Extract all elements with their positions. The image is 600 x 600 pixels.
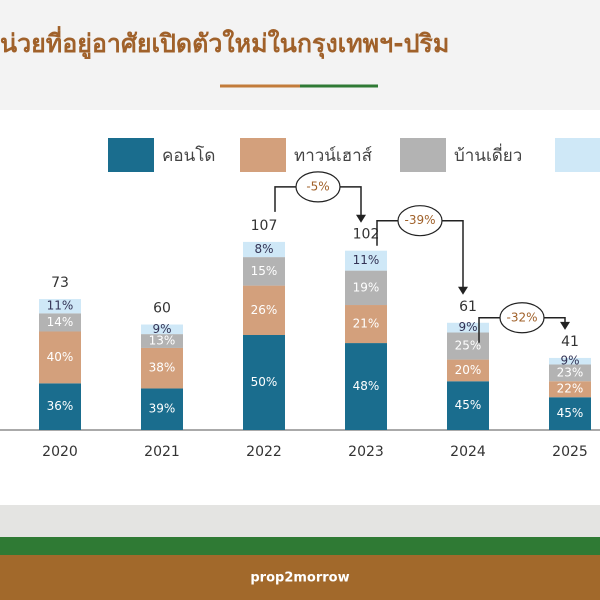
arrow-head [560, 321, 570, 330]
segment-label: 9% [152, 322, 171, 336]
bar-segment [345, 343, 387, 430]
footer-logo: prop2morrow [250, 571, 349, 586]
bar-segment [549, 357, 591, 365]
segment-label: 48% [353, 379, 380, 393]
change-bubble [499, 302, 545, 334]
x-tick-label: 2021 [144, 444, 180, 460]
segment-label: 9% [458, 320, 477, 334]
legend-label: คอนโด [162, 145, 215, 166]
chart-title: น่วยที่อยู่อาศัยเปิดตัวใหม่ในกรุงเทพฯ-ปร… [0, 26, 449, 60]
bar-segment [141, 334, 183, 348]
change-bubble [397, 205, 443, 237]
bar-segment [141, 388, 183, 430]
change-label: -5% [306, 179, 329, 193]
segment-label: 23% [557, 365, 584, 379]
change-label: -32% [506, 310, 537, 324]
bar-segment [39, 331, 81, 384]
segment-label: 8% [254, 242, 273, 256]
segment-label: 19% [353, 280, 380, 294]
green-band [0, 537, 600, 555]
total-label: 61 [459, 299, 477, 315]
legend-swatch [108, 138, 154, 172]
bar-segment [39, 299, 81, 314]
bar-segment [549, 397, 591, 430]
segment-label: 21% [353, 317, 380, 331]
segment-label: 9% [560, 354, 579, 368]
total-label: 102 [353, 227, 380, 243]
legend-label: บ้านเดี่ยว [454, 143, 522, 166]
segment-label: 45% [455, 398, 482, 412]
segment-label: 14% [47, 315, 74, 329]
bar-segment [549, 381, 591, 398]
arrow-head [458, 286, 468, 295]
bar-segment [141, 324, 183, 335]
legend-swatch [240, 138, 286, 172]
arrow-head [356, 214, 366, 223]
segment-label: 40% [47, 350, 74, 364]
bar-segment [447, 381, 489, 430]
segment-label: 11% [353, 253, 380, 267]
total-label: 107 [251, 218, 278, 234]
segment-label: 25% [455, 339, 482, 353]
segment-label: 15% [251, 264, 278, 278]
header-bg [0, 0, 600, 110]
segment-label: 39% [149, 402, 176, 416]
x-tick-label: 2022 [246, 444, 282, 460]
brown-band [0, 555, 600, 600]
bar-segment [141, 347, 183, 389]
bar-segment [345, 250, 387, 271]
bar-segment [345, 270, 387, 306]
bar-segment [243, 241, 285, 258]
total-label: 60 [153, 301, 171, 317]
segment-label: 22% [557, 382, 584, 396]
segment-label: 13% [149, 334, 176, 348]
legend-label: ทาวน์เฮาส์ [294, 146, 373, 166]
segment-label: 38% [149, 361, 176, 375]
bar-segment [447, 359, 489, 382]
segment-label: 11% [47, 299, 74, 313]
total-label: 41 [561, 334, 579, 350]
legend-swatch [555, 138, 600, 172]
building-bg [0, 505, 600, 537]
bar-segment [447, 322, 489, 333]
segment-label: 26% [251, 303, 278, 317]
bar-segment [345, 305, 387, 344]
change-bubble [295, 171, 341, 203]
bar-segment [243, 335, 285, 430]
change-label: -39% [404, 213, 435, 227]
segment-label: 36% [47, 399, 74, 413]
bar-segment [447, 332, 489, 360]
segment-label: 50% [251, 375, 278, 389]
x-tick-label: 2020 [42, 444, 78, 460]
x-tick-label: 2025 [552, 444, 588, 460]
bar-segment [243, 257, 285, 286]
plot-bg [0, 110, 600, 505]
x-tick-label: 2024 [450, 444, 486, 460]
bar-segment [39, 313, 81, 332]
legend-swatch [400, 138, 446, 172]
total-label: 73 [51, 275, 69, 291]
segment-label: 20% [455, 363, 482, 377]
bar-segment [39, 383, 81, 430]
bar-segment [549, 364, 591, 382]
bar-segment [243, 285, 285, 335]
x-tick-label: 2023 [348, 444, 384, 460]
segment-label: 45% [557, 406, 584, 420]
